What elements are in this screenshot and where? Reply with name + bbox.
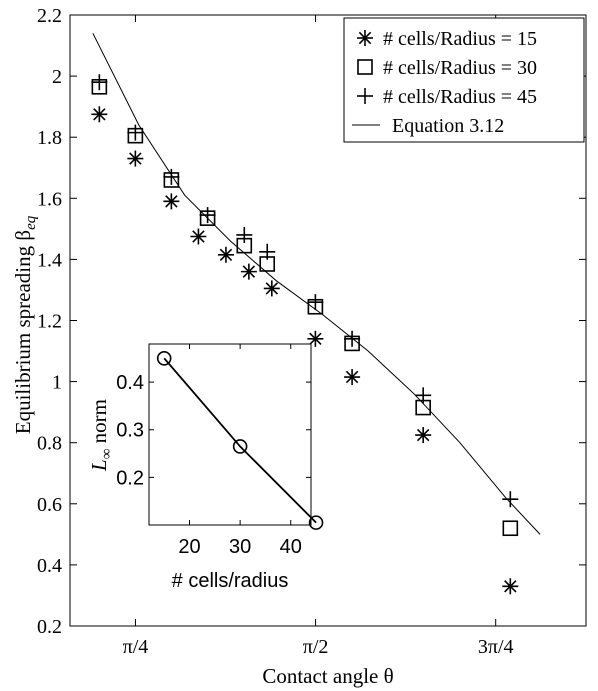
y-tick-label: 0.2 [37, 616, 62, 638]
y-tick-label: 0.4 [37, 555, 62, 577]
data-point-asterisk-stroke [416, 428, 430, 442]
x-tick-label: 3π/4 [478, 636, 514, 658]
inset-x-tick-label: 20 [178, 536, 200, 558]
data-point-square [502, 520, 519, 537]
data-point-plus [91, 74, 108, 91]
data-point-plus [163, 168, 180, 185]
legend-label: # cells/Radius = 45 [383, 86, 537, 108]
inset-series-line [163, 357, 317, 524]
y-axis-label-main: Equilibrium spreading β [11, 230, 35, 434]
legend: # cells/Radius = 15 # cells/Radius = 30 # … [343, 17, 585, 143]
data-point-plus [415, 387, 432, 404]
inset-series-layer [156, 350, 324, 530]
legend-symbol-plus [357, 88, 373, 104]
y-tick-label: 1.2 [37, 311, 62, 333]
data-point-asterisk-stroke [219, 248, 233, 262]
data-point-asterisk [217, 246, 234, 263]
inset-y-axis-label-subscript: ∞ [99, 449, 115, 460]
data-point-asterisk [415, 427, 432, 444]
inset-x-axis-label: # cells/radius [172, 570, 289, 592]
data-point-square-shape [502, 520, 519, 537]
data-point-asterisk-stroke [345, 370, 359, 384]
inset-y-axis-label: L∞ norm [87, 399, 115, 472]
data-point-asterisk-stroke [165, 195, 178, 208]
data-point-asterisk-stroke [504, 580, 517, 593]
inset-data-point-shape [232, 439, 248, 454]
data-point-plus [502, 491, 519, 508]
inset-y-tick-label: 0.2 [116, 467, 144, 489]
legend-symbol-square [357, 59, 373, 75]
data-point-asterisk-stroke [265, 282, 279, 295]
legend-box [343, 17, 585, 143]
data-point-asterisk [344, 369, 361, 386]
y-axis-label-subscript: eq [23, 215, 39, 230]
data-point-asterisk [307, 330, 324, 347]
data-point-asterisk [91, 106, 108, 123]
y-tick-label: 1.8 [37, 127, 62, 149]
data-point-asterisk [502, 578, 519, 595]
y-tick-label: 2.2 [37, 5, 62, 27]
data-point-plus [307, 294, 324, 311]
y-tick-label: 2 [52, 66, 62, 88]
inset-data-point [308, 515, 324, 530]
legend-label: # cells/Radius = 30 [383, 57, 537, 79]
inset-x-tick-label: 30 [229, 536, 251, 558]
data-point-plus [199, 207, 216, 224]
legend-label: # cells/Radius = 15 [383, 28, 537, 50]
inset-data-point-shape [308, 515, 324, 530]
data-point-plus [344, 330, 361, 347]
x-axis-label: Contact angle θ [262, 664, 393, 688]
data-point-asterisk-stroke [309, 332, 322, 346]
data-point-asterisk [240, 263, 257, 280]
inset-y-axis-label-rest: norm [87, 399, 111, 449]
main-ticks: 0.2 0.4 0.6 0.8 1 1.2 1.4 1.6 1.8 2 2.2 π/4 π/2 3π/4 [37, 5, 586, 658]
inset-data-point [232, 439, 248, 454]
main-markers-layer [91, 74, 519, 595]
legend-symbol-square-shape [357, 59, 373, 75]
data-point-asterisk-stroke [129, 152, 142, 165]
inset-data-point [156, 350, 172, 366]
legend-symbol-asterisk [357, 30, 373, 46]
y-tick-label: 0.6 [37, 494, 62, 516]
data-point-plus [259, 243, 276, 260]
legend-symbol-asterisk-stroke [358, 31, 372, 45]
inset-x-tick-label: 40 [280, 536, 302, 558]
inset-y-axis-label-main: L [87, 459, 111, 472]
data-point-asterisk [190, 228, 207, 245]
data-point-asterisk [163, 193, 180, 210]
data-point-plus [236, 226, 253, 243]
inset-ticks: 0.2 0.3 0.4 20 30 40 [116, 344, 311, 558]
inset-data-point-shape [156, 350, 172, 366]
data-point-asterisk-stroke [93, 108, 106, 121]
data-point-asterisk [263, 280, 280, 297]
y-tick-label: 1 [52, 372, 62, 394]
data-point-asterisk-stroke [192, 230, 205, 243]
y-tick-label: 1.6 [37, 188, 62, 210]
data-point-plus [127, 124, 144, 141]
inset-y-tick-label: 0.4 [116, 372, 144, 394]
data-point-asterisk [127, 150, 144, 167]
inset-y-tick-label: 0.3 [116, 420, 144, 442]
y-tick-label: 1.4 [37, 249, 62, 271]
legend-label: Equation 3.12 [392, 115, 504, 137]
x-tick-label: π/2 [303, 636, 329, 658]
data-point-asterisk-stroke [242, 265, 256, 278]
y-tick-label: 0.8 [37, 433, 62, 455]
y-axis-label: Equilibrium spreading βeq [11, 215, 39, 434]
x-tick-label: π/4 [123, 636, 149, 658]
